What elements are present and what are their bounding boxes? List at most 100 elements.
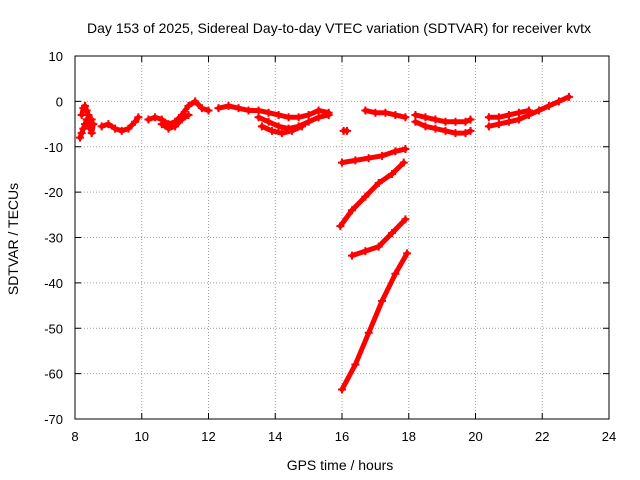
data-point (401, 215, 410, 224)
data-point (177, 115, 186, 124)
data-point (314, 106, 323, 115)
data-point (117, 126, 126, 135)
data-point (234, 104, 243, 113)
x-axis-label: GPS time / hours (287, 457, 394, 473)
data-point (403, 249, 412, 258)
data-point (461, 129, 470, 138)
data-point (151, 113, 160, 122)
data-point (411, 117, 420, 126)
data-point (204, 106, 213, 115)
data-point (197, 104, 206, 113)
data-point (431, 115, 440, 124)
data-point (466, 115, 475, 124)
data-point (504, 110, 513, 119)
x-tick-label: 8 (71, 429, 78, 444)
y-tick-label: -70 (44, 412, 63, 427)
data-point (214, 104, 223, 113)
x-tick-label: 16 (335, 429, 349, 444)
data-point (264, 117, 273, 126)
data-point (171, 122, 180, 131)
data-point (244, 106, 253, 115)
data-point (184, 101, 193, 110)
data-point (77, 110, 86, 119)
data-point (411, 110, 420, 119)
data-point (267, 126, 276, 135)
data-point (374, 179, 383, 188)
data-point (431, 124, 440, 133)
y-tick-label: 10 (49, 49, 63, 64)
data-point (224, 101, 233, 110)
data-point (254, 106, 263, 115)
data-point (87, 129, 96, 138)
data-point (284, 113, 293, 122)
data-point (191, 97, 200, 106)
data-point (77, 129, 86, 138)
data-point (164, 124, 173, 133)
data-point (371, 108, 380, 117)
data-point (257, 122, 266, 131)
data-point (338, 385, 346, 394)
data-point (111, 124, 120, 133)
x-tick-label: 18 (402, 429, 416, 444)
data-point (361, 192, 370, 201)
x-tick-label: 24 (602, 429, 616, 444)
data-point (274, 122, 283, 131)
data-point (348, 206, 357, 215)
y-tick-label: 0 (56, 94, 63, 109)
data-point (451, 117, 460, 126)
data-point (82, 106, 91, 115)
data-marks (76, 92, 573, 394)
data-point (494, 113, 503, 122)
data-point (343, 126, 352, 135)
data-point (82, 115, 91, 124)
data-point (81, 101, 90, 110)
data-point (391, 147, 400, 156)
data-point (466, 126, 475, 135)
ticks: 8 10 12 14 16 18 20 22 24 10 0 -10 -20 -30 -40 -50 -60 -7… (44, 49, 616, 444)
y-tick-label: -60 (44, 367, 63, 382)
data-point (134, 113, 143, 122)
series-trace-s4 (145, 98, 211, 127)
x-tick-label: 14 (268, 429, 282, 444)
data-point (391, 269, 400, 278)
data-point (388, 228, 397, 237)
data-point (277, 129, 286, 138)
data-point (364, 328, 373, 337)
data-point (274, 110, 283, 119)
data-point (421, 122, 430, 131)
data-point (254, 113, 263, 122)
data-point (351, 156, 360, 165)
data-point (544, 101, 553, 110)
data-point (381, 108, 390, 117)
y-tick-label: -20 (44, 185, 63, 200)
data-point (514, 108, 523, 117)
y-tick-label: -10 (44, 140, 63, 155)
data-point (157, 120, 166, 129)
data-point (184, 110, 193, 119)
y-tick-label: -40 (44, 276, 63, 291)
data-point (524, 106, 533, 115)
data-point (79, 124, 88, 133)
x-tick-label: 22 (535, 429, 549, 444)
x-tick-label: 12 (201, 429, 215, 444)
data-point (324, 110, 333, 119)
data-point (338, 158, 346, 167)
series-trace-s12 (337, 160, 407, 229)
data-point (401, 145, 410, 154)
data-point (89, 120, 98, 129)
data-point (84, 110, 93, 119)
data-point (534, 106, 543, 115)
y-axis-label: SDTVAR / TECUs (5, 183, 21, 295)
data-point (348, 251, 357, 260)
data-point (391, 110, 400, 119)
data-point (361, 247, 370, 256)
data-point (514, 115, 523, 124)
data-point (297, 122, 306, 131)
data-point (314, 113, 323, 122)
data-point (461, 117, 470, 126)
data-point (401, 113, 410, 122)
data-point (336, 222, 345, 231)
chart-title: Day 153 of 2025, Sidereal Day-to-day VTE… (87, 20, 591, 36)
data-point (144, 115, 153, 124)
